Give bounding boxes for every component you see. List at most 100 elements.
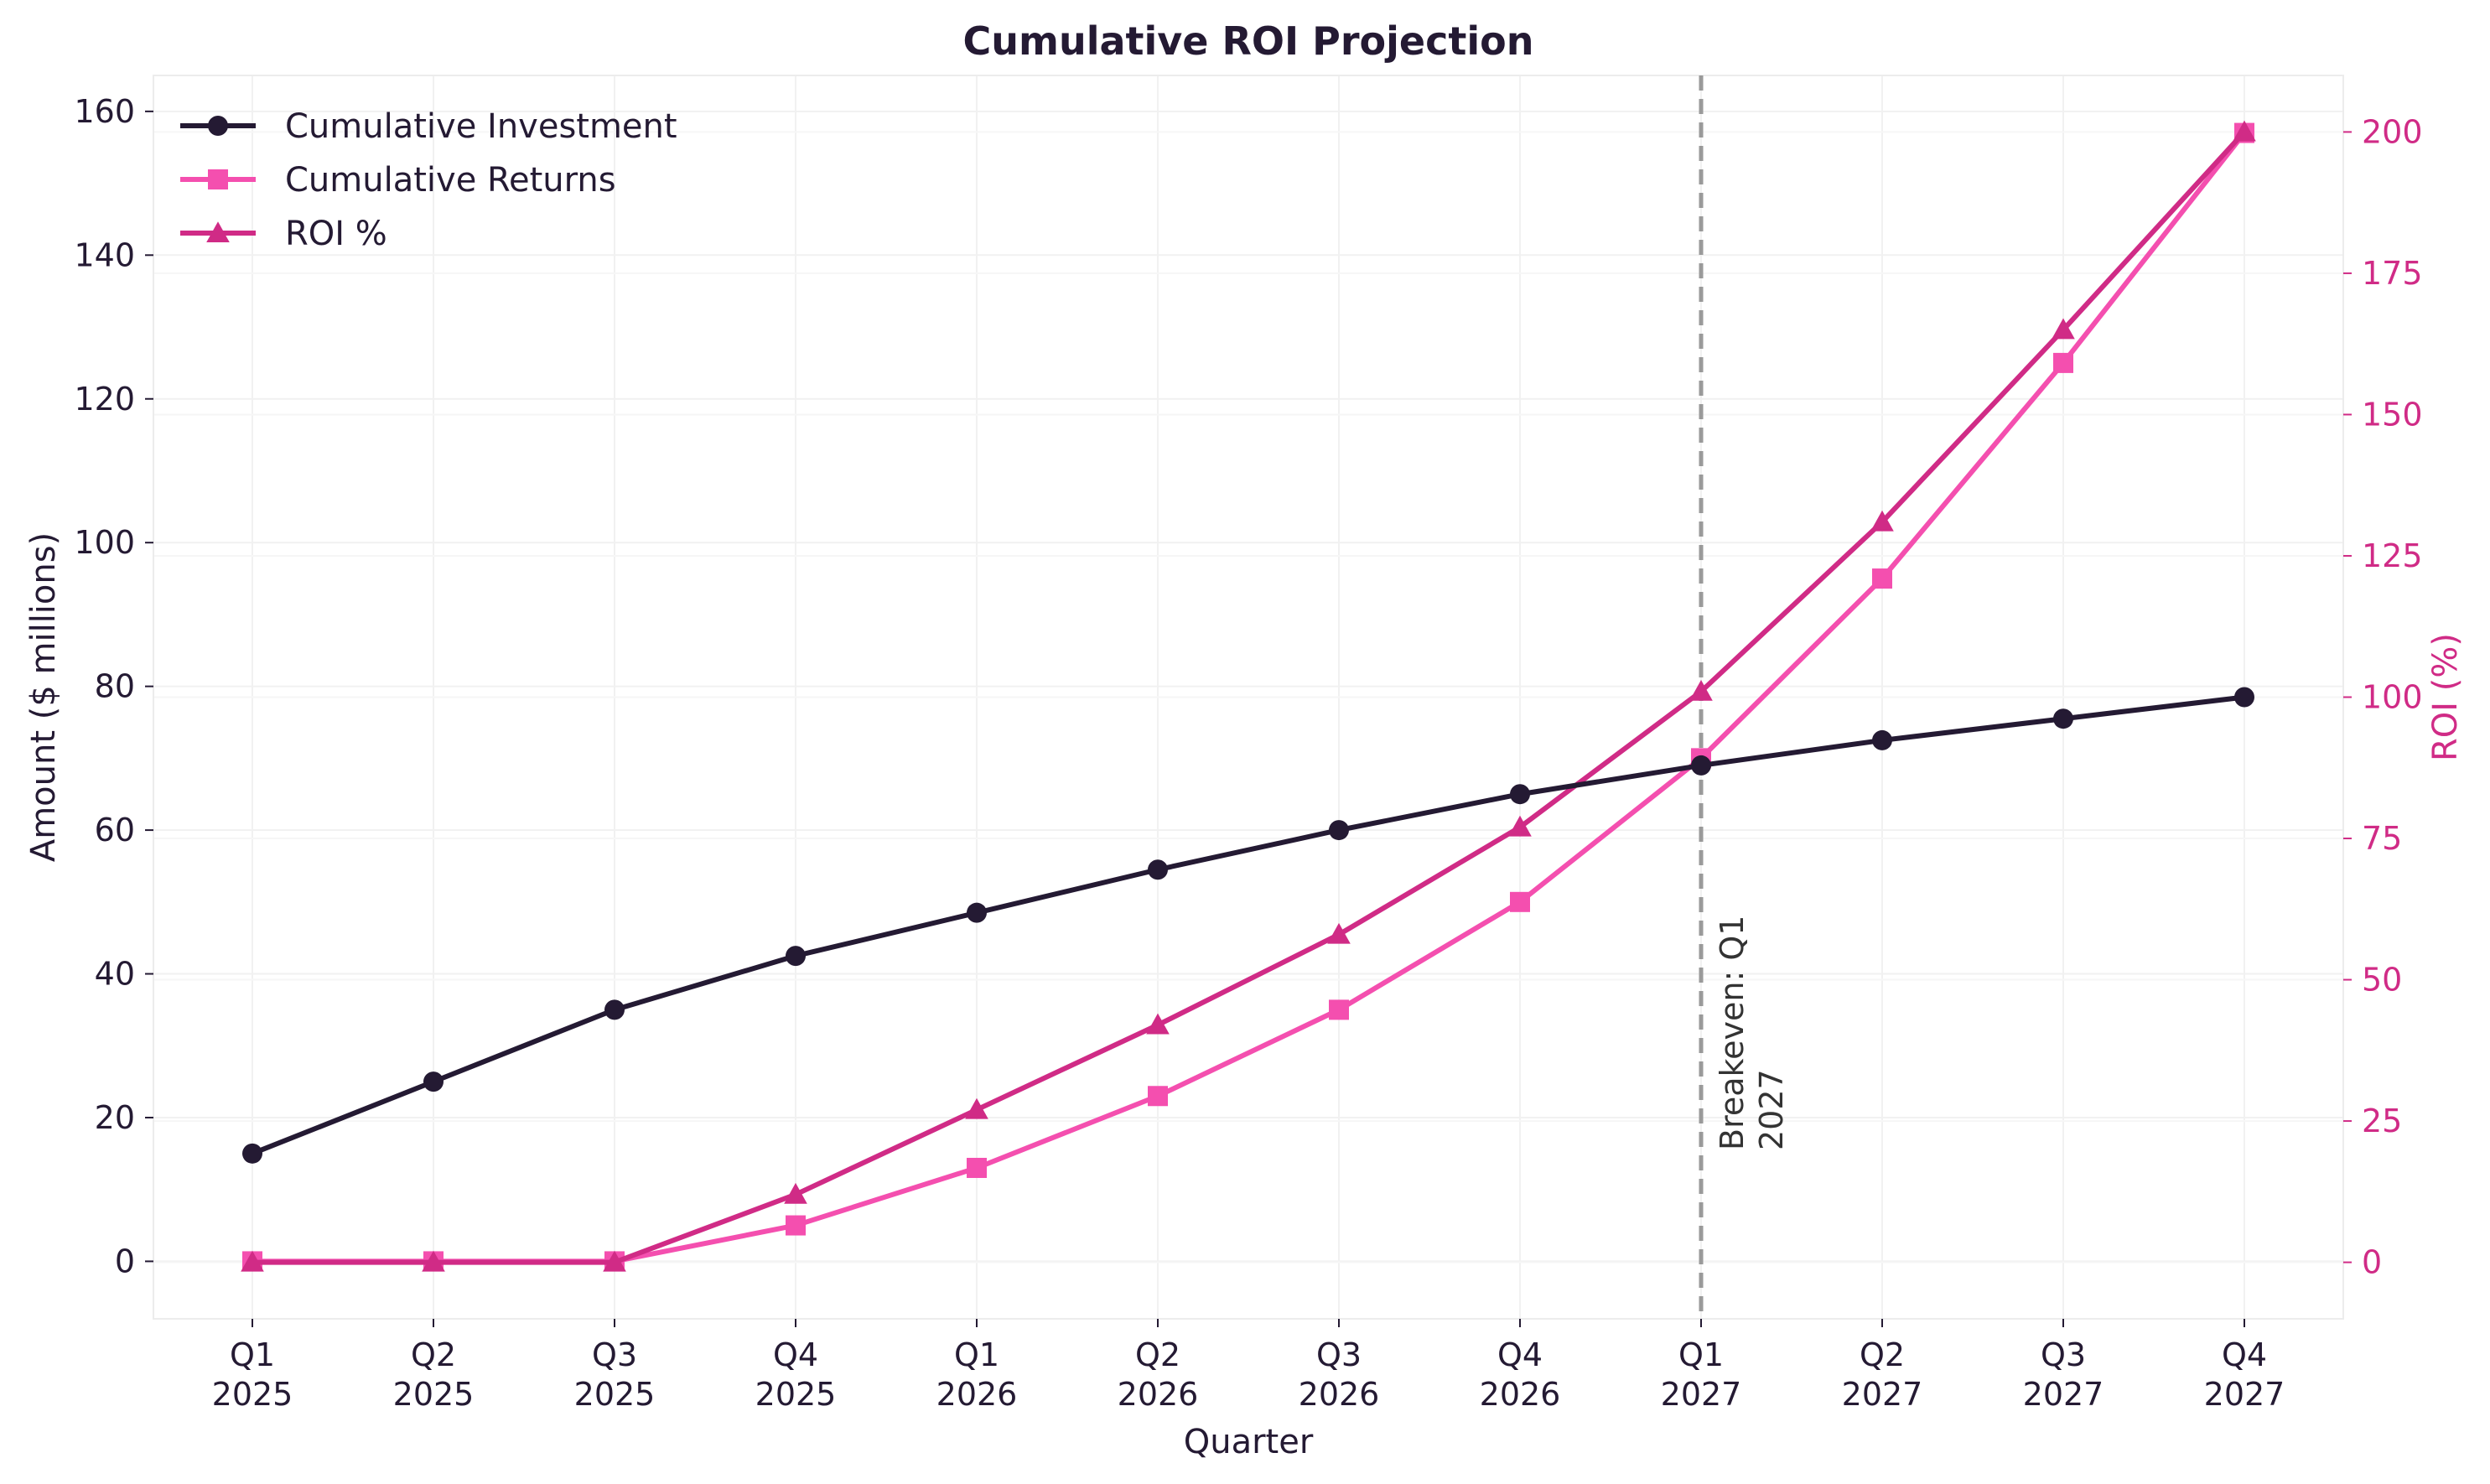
y2-tick-label: 0	[2362, 1244, 2382, 1281]
legend: Cumulative Investment Cumulative Returns R…	[180, 107, 677, 253]
data-point	[2233, 120, 2256, 142]
x-tick-label: Q4 2027	[2204, 1336, 2285, 1413]
data-point	[604, 999, 625, 1020]
data-point	[1148, 859, 1168, 880]
x-tick-label: Q2 2026	[1118, 1336, 1199, 1413]
x-tick-label: Q2 2025	[393, 1336, 475, 1413]
data-point	[967, 902, 987, 923]
x-tick-label: Q1 2027	[1661, 1336, 1742, 1413]
x-tick-label-line: Q3	[592, 1336, 637, 1373]
legend-label: Cumulative Returns	[285, 161, 616, 200]
data-point	[1510, 891, 1530, 912]
x-tick-label-line: Q1	[230, 1336, 275, 1373]
x-tick-label: Q1 2026	[936, 1336, 1018, 1413]
data-point	[786, 1215, 806, 1236]
x-tick-label: Q3 2026	[1299, 1336, 1380, 1413]
breakeven-label: Breakeven: Q12027	[1714, 916, 1790, 1150]
axis-layer: 0 20 40 60 80 100 120 140 160 0 25 50 75 100 125 150 175…	[74, 93, 2422, 1413]
data-point	[1872, 568, 1892, 589]
y-tick-label: 0	[115, 1243, 135, 1279]
legend-label: Cumulative Investment	[285, 107, 677, 146]
data-point	[2053, 708, 2073, 729]
y-tick-label: 40	[95, 956, 135, 993]
series-group	[242, 687, 2254, 1164]
x-tick-label: Q4 2025	[755, 1336, 837, 1413]
data-point	[784, 1182, 807, 1204]
data-point	[423, 1071, 444, 1092]
y-tick-label: 20	[95, 1099, 135, 1136]
legend-swatch-marker	[206, 221, 230, 243]
x-tick-label: Q4 2026	[1480, 1336, 1561, 1413]
x-tick-label: Q3 2027	[2023, 1336, 2104, 1413]
grid-layer	[153, 75, 2343, 1319]
legend-label: ROI %	[285, 215, 387, 253]
data-point	[1508, 815, 1532, 837]
x-tick-label-line: 2025	[393, 1376, 475, 1413]
y-tick-label: 120	[74, 381, 135, 418]
data-point	[1327, 922, 1351, 944]
y2-tick-label: 75	[2362, 820, 2402, 857]
x-tick-label-line: 2026	[1118, 1376, 1199, 1413]
x-tick-label-line: 2026	[936, 1376, 1018, 1413]
legend-swatch-marker	[208, 169, 228, 189]
x-tick-label-line: 2027	[2204, 1376, 2285, 1413]
series-line	[251, 694, 2245, 1156]
data-point	[2053, 352, 2073, 373]
data-point	[1329, 820, 1349, 841]
data-point	[1691, 755, 1711, 776]
x-tick-label-line: Q4	[773, 1336, 818, 1373]
data-point	[603, 1250, 626, 1272]
data-point	[422, 1250, 445, 1272]
y2-axis-label: ROI (%)	[2426, 633, 2465, 761]
y2-tick-label: 200	[2362, 113, 2423, 150]
breakeven-label-line: Breakeven: Q1	[1714, 916, 1751, 1150]
legend-swatch-marker	[208, 116, 228, 136]
y2-tick-label: 50	[2362, 962, 2402, 999]
y2-tick-label: 125	[2362, 537, 2423, 574]
x-tick-label-line: Q3	[1316, 1336, 1362, 1373]
x-tick-label-line: Q2	[1135, 1336, 1180, 1373]
y-tick-label: 140	[74, 236, 135, 273]
series-layer	[241, 120, 2256, 1272]
x-tick-label: Q3 2025	[574, 1336, 656, 1413]
data-point	[2052, 318, 2075, 340]
data-point	[1872, 729, 1892, 750]
y2-tick-label: 175	[2362, 255, 2423, 292]
data-point	[1329, 999, 1349, 1020]
x-tick-label-line: 2025	[755, 1376, 837, 1413]
x-tick-label: Q2 2027	[1842, 1336, 1923, 1413]
x-tick-label-line: 2027	[1661, 1376, 1742, 1413]
y-tick-label: 80	[95, 668, 135, 705]
data-point	[1148, 1086, 1168, 1107]
breakeven-label-line: 2027	[1753, 1069, 1790, 1150]
x-tick-label: Q1 2025	[212, 1336, 293, 1413]
y-tick-label: 100	[74, 524, 135, 561]
y2-tick-label: 150	[2362, 396, 2423, 433]
data-point	[786, 946, 806, 967]
x-tick-label-line: Q1	[954, 1336, 999, 1373]
x-tick-label-line: Q4	[2222, 1336, 2267, 1373]
x-axis-label: Quarter	[1184, 1423, 1314, 1461]
chart-title: Cumulative ROI Projection	[963, 18, 1534, 64]
y-tick-label: 60	[95, 812, 135, 848]
data-point	[967, 1157, 987, 1178]
data-point	[242, 1143, 262, 1164]
x-tick-label-line: 2026	[1480, 1376, 1561, 1413]
x-tick-label-line: Q2	[411, 1336, 456, 1373]
x-tick-label-line: 2025	[574, 1376, 656, 1413]
data-point	[1146, 1013, 1170, 1035]
data-point	[1689, 679, 1713, 701]
x-tick-label-line: Q4	[1497, 1336, 1543, 1373]
series-line	[252, 130, 2247, 1265]
data-point	[1870, 510, 1894, 532]
x-tick-label-line: 2025	[212, 1376, 293, 1413]
x-tick-label-line: 2026	[1299, 1376, 1380, 1413]
x-tick-label-line: Q1	[1678, 1336, 1724, 1373]
data-point	[1510, 784, 1530, 805]
y-axis-label: Amount ($ millions)	[24, 532, 63, 862]
y2-tick-label: 100	[2362, 679, 2423, 716]
x-tick-label-line: 2027	[1842, 1376, 1923, 1413]
